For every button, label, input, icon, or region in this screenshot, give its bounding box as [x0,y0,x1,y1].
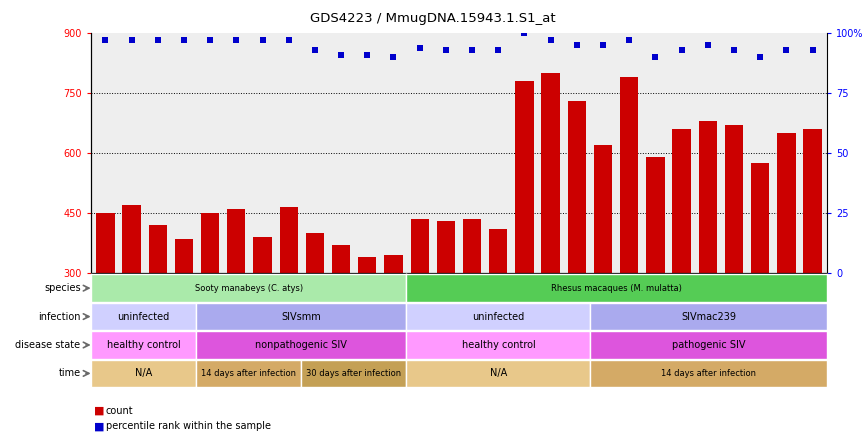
Bar [149,225,167,393]
Bar [463,219,481,393]
Point [204,37,217,44]
Text: infection: infection [38,312,81,321]
Bar [673,129,691,393]
Point [570,42,584,49]
Text: N/A: N/A [135,369,152,378]
Bar [306,233,324,393]
Text: 14 days after infection: 14 days after infection [201,369,296,378]
Point [805,47,819,54]
Point [177,37,191,44]
Text: SIVsmm: SIVsmm [281,312,321,321]
Bar [385,255,403,393]
Bar [804,129,822,393]
Text: SIVmac239: SIVmac239 [682,312,736,321]
Text: time: time [58,369,81,378]
Bar [280,207,298,393]
Point [334,52,348,59]
Point [753,54,767,61]
Text: healthy control: healthy control [462,340,535,350]
Text: ■: ■ [94,406,104,416]
Bar [410,219,429,393]
Point [413,44,427,51]
Text: Rhesus macaques (M. mulatta): Rhesus macaques (M. mulatta) [552,284,682,293]
Bar [594,145,612,393]
Text: Sooty manabeys (C. atys): Sooty manabeys (C. atys) [195,284,303,293]
Text: ■: ■ [94,421,104,431]
Point [439,47,453,54]
Point [360,52,374,59]
Bar [436,221,455,393]
Point [596,42,610,49]
Text: disease state: disease state [16,340,81,350]
Bar [359,257,377,393]
Text: 30 days after infection: 30 days after infection [307,369,401,378]
Point [125,37,139,44]
Point [229,37,243,44]
Bar [254,237,272,393]
Text: nonpathogenic SIV: nonpathogenic SIV [255,340,347,350]
Bar [541,73,559,393]
Point [675,47,688,54]
Point [99,37,113,44]
Bar [96,213,114,393]
Bar [620,77,638,393]
Text: uninfected: uninfected [472,312,525,321]
Bar [646,157,664,393]
Bar [568,101,586,393]
Point [544,37,558,44]
Point [649,54,662,61]
Text: percentile rank within the sample: percentile rank within the sample [106,421,271,431]
Point [779,47,793,54]
Point [151,37,165,44]
Text: uninfected: uninfected [118,312,170,321]
Bar [175,239,193,393]
Point [701,42,714,49]
Point [727,47,741,54]
Text: pathogenic SIV: pathogenic SIV [672,340,746,350]
Point [386,54,400,61]
Point [255,37,269,44]
Text: 14 days after infection: 14 days after infection [662,369,756,378]
Bar [122,205,140,393]
Bar [699,121,717,393]
Bar [332,245,350,393]
Bar [201,213,219,393]
Bar [227,209,245,393]
Bar [751,163,769,393]
Point [281,37,295,44]
Bar [778,133,796,393]
Bar [515,81,533,393]
Text: species: species [44,283,81,293]
Bar [489,229,507,393]
Bar [725,125,743,393]
Point [491,47,505,54]
Point [465,47,479,54]
Point [623,37,637,44]
Text: N/A: N/A [490,369,507,378]
Text: healthy control: healthy control [107,340,180,350]
Text: count: count [106,406,133,416]
Point [308,47,322,54]
Text: GDS4223 / MmugDNA.15943.1.S1_at: GDS4223 / MmugDNA.15943.1.S1_at [310,12,556,25]
Point [518,30,532,37]
